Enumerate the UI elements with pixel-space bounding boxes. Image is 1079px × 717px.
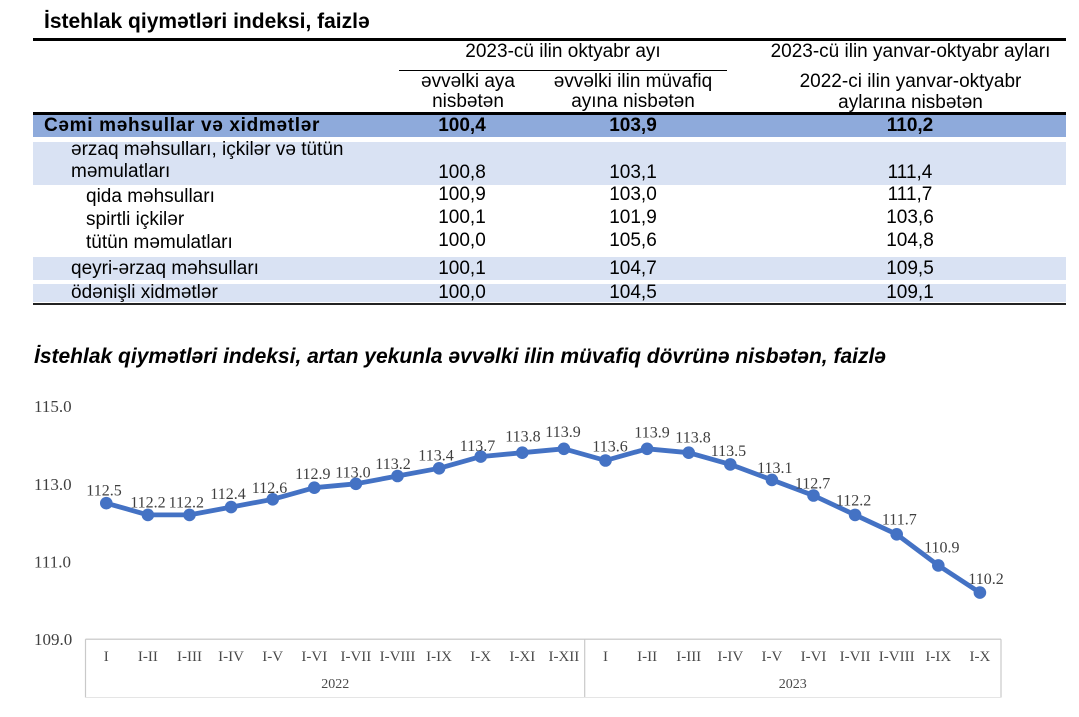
svg-text:113.6: 113.6 [592, 439, 627, 456]
svg-text:113.0: 113.0 [34, 475, 72, 494]
svg-text:115.0: 115.0 [34, 397, 72, 416]
svg-text:I-II: I-II [637, 649, 657, 665]
svg-text:I-XI: I-XI [509, 649, 535, 665]
svg-text:113.8: 113.8 [675, 430, 710, 447]
svg-text:112.9: 112.9 [295, 466, 330, 483]
svg-text:112.5: 112.5 [86, 483, 121, 500]
svg-text:112.7: 112.7 [795, 476, 830, 493]
svg-text:113.0: 113.0 [335, 464, 370, 481]
svg-text:I: I [603, 649, 608, 665]
svg-text:I-VIII: I-VIII [380, 649, 416, 665]
svg-text:I-III: I-III [177, 649, 202, 665]
svg-text:I-VII: I-VII [340, 649, 371, 665]
svg-text:113.4: 113.4 [418, 447, 453, 464]
svg-text:I-VII: I-VII [840, 649, 871, 665]
svg-text:113.7: 113.7 [460, 438, 495, 455]
svg-text:I-XII: I-XII [548, 649, 579, 665]
svg-text:I-IV: I-IV [218, 649, 244, 665]
svg-text:113.1: 113.1 [757, 460, 792, 477]
svg-text:113.5: 113.5 [711, 443, 746, 460]
svg-text:111.7: 111.7 [882, 512, 917, 529]
svg-text:110.2: 110.2 [968, 571, 1003, 588]
svg-text:I-III: I-III [676, 649, 701, 665]
svg-text:2023: 2023 [779, 677, 807, 692]
svg-text:I-IV: I-IV [717, 649, 743, 665]
svg-text:I-IX: I-IX [925, 649, 951, 665]
svg-text:I-IX: I-IX [426, 649, 452, 665]
svg-text:I-II: I-II [138, 649, 158, 665]
svg-text:113.9: 113.9 [545, 424, 580, 441]
svg-text:113.8: 113.8 [505, 428, 540, 445]
svg-text:112.2: 112.2 [836, 493, 871, 510]
svg-text:110.9: 110.9 [924, 539, 959, 556]
svg-text:I-X: I-X [470, 649, 491, 665]
svg-text:I-X: I-X [969, 649, 990, 665]
svg-text:I-VIII: I-VIII [879, 649, 915, 665]
svg-text:112.4: 112.4 [210, 486, 245, 503]
svg-text:I-VI: I-VI [301, 649, 327, 665]
svg-text:112.2: 112.2 [130, 494, 165, 511]
svg-text:2022: 2022 [321, 677, 349, 692]
svg-text:113.9: 113.9 [634, 424, 669, 441]
svg-text:I-V: I-V [761, 649, 782, 665]
svg-text:112.6: 112.6 [252, 480, 287, 497]
svg-text:I: I [104, 649, 109, 665]
svg-text:I-VI: I-VI [801, 649, 827, 665]
svg-text:109.0: 109.0 [34, 630, 72, 649]
svg-text:111.0: 111.0 [34, 553, 71, 572]
svg-text:113.2: 113.2 [375, 456, 410, 473]
svg-text:112.2: 112.2 [169, 494, 204, 511]
svg-text:I-V: I-V [262, 649, 283, 665]
